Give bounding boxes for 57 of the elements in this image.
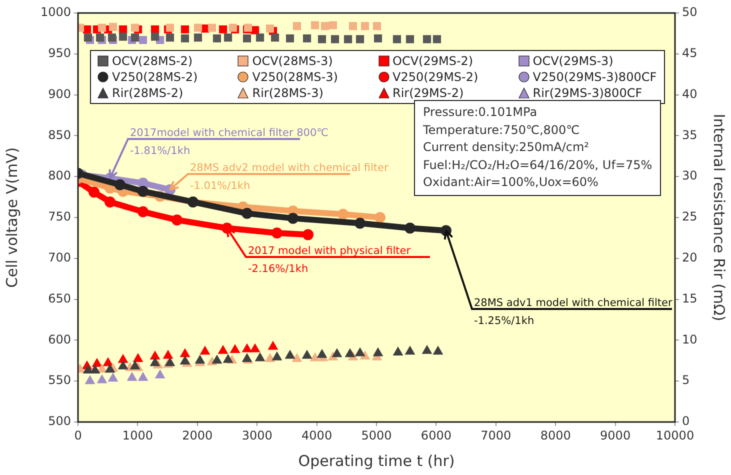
annotation: 28MS adv2 model with chemical filter -1.01%/1kh xyxy=(190,162,390,192)
y-tick-label: 600 xyxy=(48,332,71,346)
legend-label: OCV(28MS-2) xyxy=(112,53,193,69)
legend-label: V250(29MS-3)800CF xyxy=(532,69,657,85)
x-tick-label: 9000 xyxy=(600,428,631,442)
legend-label: Rir(29MS-3)800CF xyxy=(532,85,642,101)
y-axis-title: Cell voltage V(mV) xyxy=(2,147,21,288)
legend-label: V250(29MS-2) xyxy=(392,69,478,85)
y2-tick-label: 20 xyxy=(682,250,698,265)
legend-label: OCV(29MS-3) xyxy=(532,53,614,69)
annotation: Temperature:750℃,800℃ xyxy=(423,122,581,138)
annotation: 2017 model with physical filter -2.16%/1kh xyxy=(248,245,412,275)
annotation: 2017model with chemical filter 800℃ -1.81%/1kh xyxy=(130,127,329,157)
legend-label: Rir(29MS-2) xyxy=(392,85,464,101)
y-tick-label: 1000 xyxy=(40,5,71,20)
y2-tick-label: 10 xyxy=(682,332,698,346)
legend-label: V250(28MS-2) xyxy=(112,69,198,85)
annotation: 28MS adv1 model with chemical filter -1.25%/1kh xyxy=(474,297,674,327)
x-tick-label: 8000 xyxy=(540,428,571,442)
y2-tick-label: 15 xyxy=(682,291,698,306)
legend-label: Rir(28MS-3) xyxy=(252,85,324,101)
x-tick-label: 3000 xyxy=(242,428,272,442)
y2-tick-label: 35 xyxy=(682,128,698,142)
x-tick-label: 5000 xyxy=(361,428,392,442)
y-tick-label: 550 xyxy=(48,373,71,388)
x-axis-title: Operating time t (hr) xyxy=(298,452,455,470)
annotation: Fuel:H₂/CO₂/H₂O=64/16/20%, Uf=75% xyxy=(423,156,652,174)
legend-label: OCV(28MS-3) xyxy=(252,53,333,69)
x-tick-label: 1000 xyxy=(122,428,153,442)
annotation: Oxidant:Air=100%,Uox=60% xyxy=(423,174,600,191)
y-tick-label: 800 xyxy=(48,168,71,183)
y2-tick-label: 45 xyxy=(682,46,698,60)
y2-tick-label: 5 xyxy=(682,373,690,388)
x-tick-label: 7000 xyxy=(480,428,512,442)
x-tick-label: 2000 xyxy=(182,428,213,442)
y-tick-label: 700 xyxy=(48,250,71,265)
legend-label: Rir(28MS-2) xyxy=(112,85,184,101)
x-tick-label: 4000 xyxy=(302,428,332,442)
y-tick-label: 900 xyxy=(48,86,71,101)
y-tick-label: 850 xyxy=(48,128,71,142)
y2-tick-label: 50 xyxy=(682,5,698,20)
y2-tick-label: 30 xyxy=(682,168,698,183)
y-tick-label: 750 xyxy=(48,210,71,224)
y-tick-label: 950 xyxy=(48,46,71,60)
annotation: Pressure:0.101MPa xyxy=(423,104,538,121)
y2-tick-label: 40 xyxy=(682,86,698,101)
legend-label: OCV(29MS-2) xyxy=(392,53,474,69)
x-tick-label: 6000 xyxy=(420,428,452,442)
annotation: Current density:250mA/cm² xyxy=(423,139,590,156)
x-tick-label: 10000 xyxy=(656,428,694,442)
y2-axis-title: Internal resistance Rir (mΩ) xyxy=(710,114,728,322)
y2-tick-label: 25 xyxy=(682,210,698,224)
legend-label: V250(28MS-3) xyxy=(252,69,338,85)
y-tick-label: 500 xyxy=(48,414,71,428)
y-tick-label: 650 xyxy=(48,291,71,306)
x-tick-label: 0 xyxy=(74,428,82,442)
y2-tick-label: 0 xyxy=(682,414,690,428)
